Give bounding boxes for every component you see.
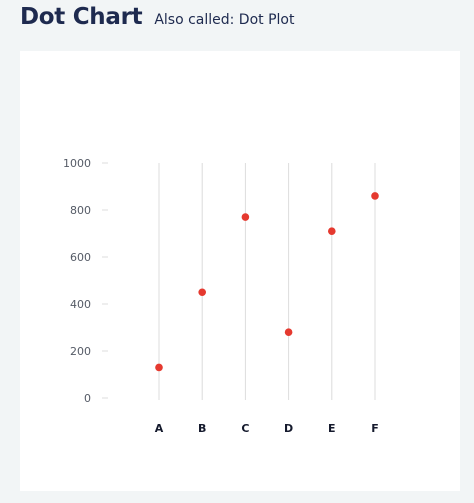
y-tick-label: 200 bbox=[70, 345, 91, 358]
x-axis: A B C D E F bbox=[155, 422, 379, 435]
y-tick-label: 400 bbox=[70, 298, 91, 311]
data-dot-b bbox=[198, 288, 206, 297]
data-dot-d bbox=[284, 328, 293, 337]
chart-card: 0 200 400 600 800 1000 A B C D E F bbox=[20, 51, 460, 491]
page-title: Dot Chart bbox=[20, 4, 143, 30]
data-points bbox=[155, 192, 379, 372]
y-tick-label: 1000 bbox=[63, 157, 91, 170]
x-tick-label: B bbox=[198, 422, 206, 435]
data-dot-f bbox=[371, 192, 379, 200]
x-tick-label: D bbox=[284, 422, 293, 435]
data-dot-a bbox=[155, 363, 163, 372]
category-gridlines bbox=[158, 163, 376, 400]
y-tick-label: 0 bbox=[84, 392, 91, 405]
data-dot-e bbox=[328, 227, 336, 235]
y-tick-label: 600 bbox=[70, 251, 91, 264]
x-tick-label: E bbox=[328, 422, 336, 435]
x-tick-label: C bbox=[241, 422, 249, 435]
header: Dot Chart Also called: Dot Plot bbox=[20, 4, 294, 38]
page-subtitle: Also called: Dot Plot bbox=[154, 12, 295, 28]
x-tick-label: A bbox=[155, 422, 164, 435]
x-tick-label: F bbox=[371, 422, 379, 435]
y-axis: 0 200 400 600 800 1000 bbox=[63, 157, 108, 405]
y-tick-label: 800 bbox=[70, 204, 91, 217]
dot-chart: 0 200 400 600 800 1000 A B C D E F bbox=[63, 157, 379, 435]
data-dot-c bbox=[241, 213, 250, 221]
